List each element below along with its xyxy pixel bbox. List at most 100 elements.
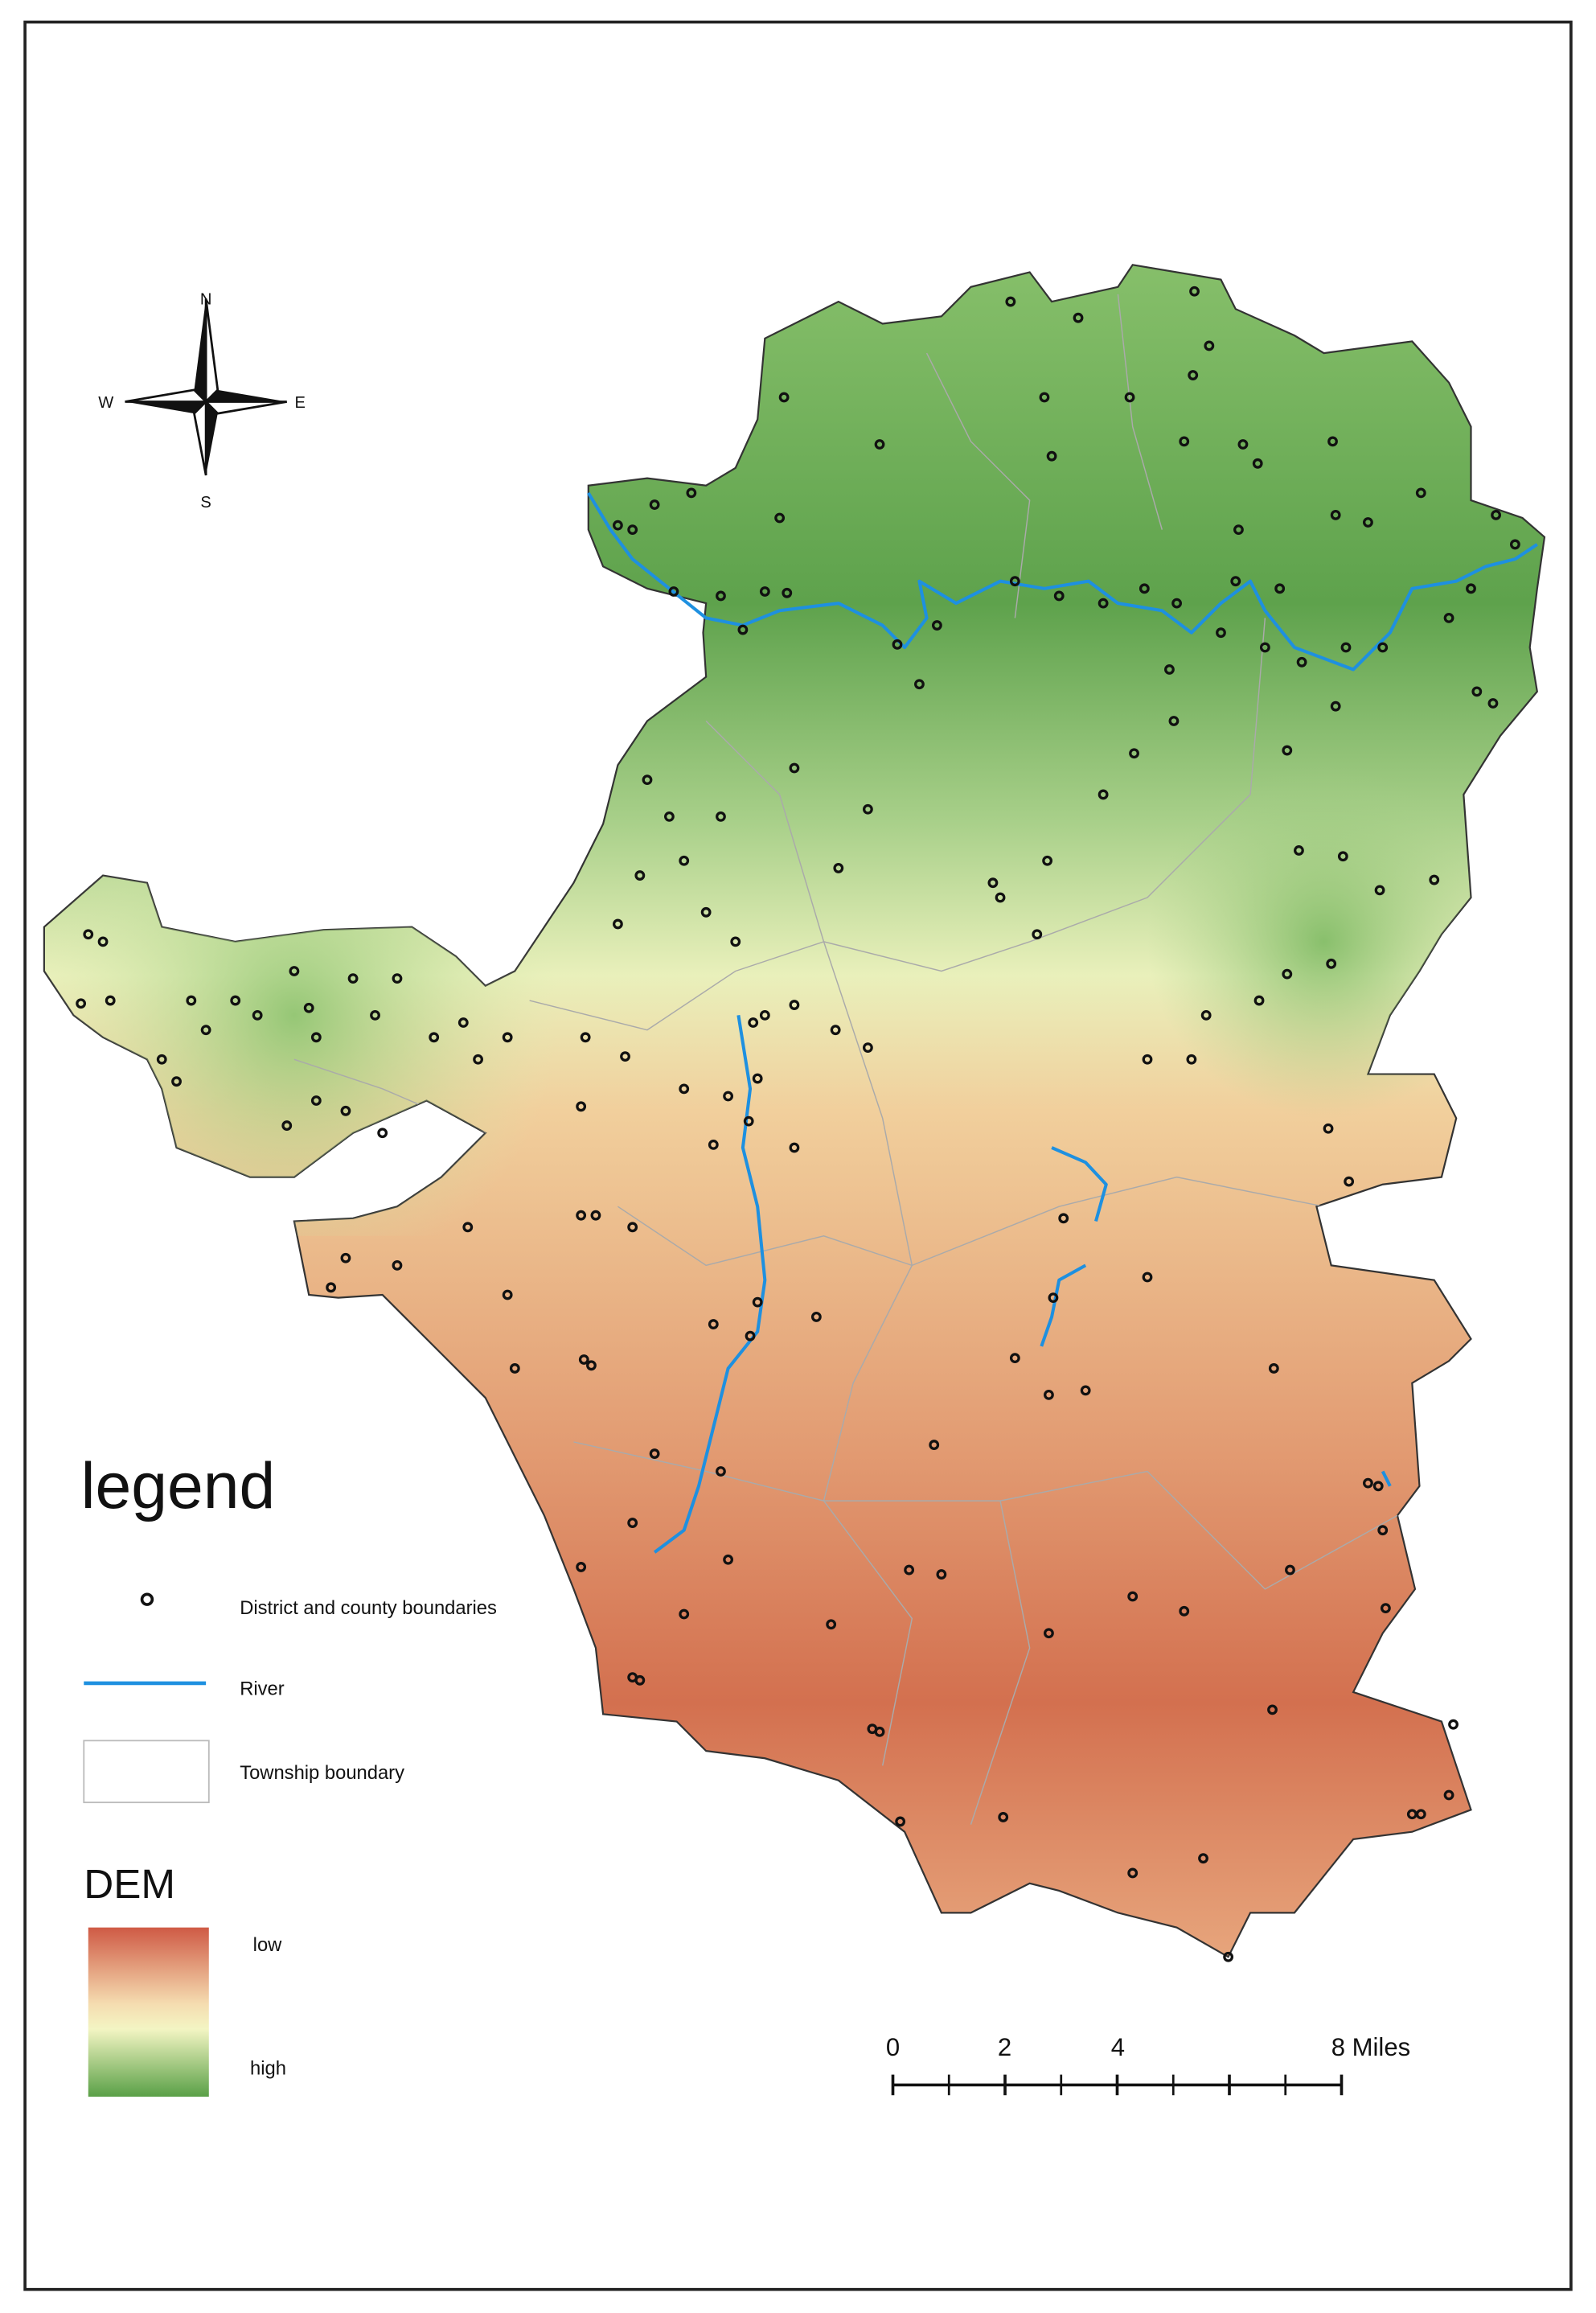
boundary-point xyxy=(1216,627,1226,639)
boundary-point xyxy=(737,624,749,635)
boundary-point xyxy=(289,966,300,976)
boundary-point xyxy=(1487,698,1499,709)
boundary-point xyxy=(76,998,87,1009)
boundary-point xyxy=(895,1816,906,1827)
township-boundary xyxy=(705,720,1251,972)
boundary-point xyxy=(590,1210,601,1221)
boundary-point xyxy=(929,1440,940,1450)
compass-needle xyxy=(125,401,207,414)
boundary-point xyxy=(904,1564,915,1576)
boundary-point xyxy=(1200,1009,1212,1021)
legend-township-symbol xyxy=(83,1740,210,1804)
compass-needle xyxy=(193,399,207,476)
boundary-point xyxy=(634,1674,646,1686)
boundary-point xyxy=(1168,716,1180,726)
boundary-point xyxy=(1142,1272,1153,1283)
boundary-point xyxy=(1253,995,1265,1006)
boundary-point xyxy=(1448,1719,1459,1730)
boundary-point xyxy=(1233,524,1244,536)
compass-needle xyxy=(204,298,220,405)
legend-label: River xyxy=(240,1678,285,1700)
boundary-point xyxy=(1443,1789,1454,1801)
boundary-point xyxy=(230,995,241,1006)
boundary-point xyxy=(789,1000,800,1010)
boundary-point xyxy=(1274,583,1286,594)
boundary-point xyxy=(1142,1054,1153,1065)
boundary-point xyxy=(303,1002,314,1013)
boundary-point xyxy=(612,918,623,930)
boundary-point xyxy=(578,1354,589,1365)
boundary-point xyxy=(83,929,94,940)
boundary-point xyxy=(1164,664,1175,675)
boundary-point xyxy=(502,1289,513,1300)
scale-bar: 0 2 4 8 Miles xyxy=(886,2033,1410,2096)
boundary-point xyxy=(664,811,675,822)
boundary-point xyxy=(105,995,116,1006)
boundary-point xyxy=(1377,1525,1389,1536)
boundary-point xyxy=(392,1259,403,1271)
dem-high-label: high xyxy=(250,2058,286,2080)
boundary-point xyxy=(862,1042,873,1054)
boundary-points xyxy=(76,286,1520,1962)
legend: legend District and county boundaries Ri… xyxy=(81,1450,497,2097)
boundary-point xyxy=(826,1619,837,1630)
boundary-point xyxy=(642,774,653,786)
boundary-point xyxy=(473,1054,483,1065)
boundary-point xyxy=(686,487,697,499)
boundary-point xyxy=(1330,509,1341,520)
boundary-point xyxy=(874,1726,885,1737)
boundary-point xyxy=(627,1518,638,1528)
boundary-point xyxy=(340,1105,351,1116)
boundary-point xyxy=(1179,1605,1190,1617)
boundary-point xyxy=(1374,885,1385,896)
boundary-point xyxy=(326,1282,337,1293)
boundary-point xyxy=(634,870,646,881)
boundary-point xyxy=(1189,286,1200,297)
boundary-point xyxy=(708,1139,719,1150)
boundary-point xyxy=(745,1330,756,1341)
dem-lowland-east xyxy=(1147,765,1530,1119)
legend-label: District and county boundaries xyxy=(240,1597,497,1619)
boundary-point xyxy=(723,1091,734,1102)
boundary-point xyxy=(679,1083,690,1095)
dem-low-label: low xyxy=(253,1934,282,1956)
boundary-point xyxy=(668,586,679,597)
boundary-point xyxy=(716,590,726,602)
compass-needle xyxy=(206,389,287,402)
township-boundary xyxy=(1117,294,1163,530)
legend-point-symbol xyxy=(140,1592,154,1606)
boundary-point xyxy=(576,1210,587,1221)
scale-label: 4 xyxy=(1111,2033,1125,2061)
boundary-point xyxy=(1048,1292,1059,1304)
boundary-point xyxy=(730,936,741,947)
boundary-point xyxy=(1326,958,1337,969)
boundary-point xyxy=(1098,598,1109,609)
boundary-point xyxy=(679,1608,690,1620)
boundary-point xyxy=(679,855,690,866)
boundary-point xyxy=(186,995,197,1006)
boundary-point xyxy=(1327,436,1338,447)
boundary-point xyxy=(1471,686,1483,697)
boundary-point xyxy=(1415,487,1426,499)
boundary-point xyxy=(1009,576,1020,587)
boundary-point xyxy=(347,973,359,984)
dem-color-ramp xyxy=(88,1927,209,2097)
dem-lowland-west xyxy=(43,824,589,1236)
boundary-point xyxy=(200,1025,211,1036)
boundary-point xyxy=(1509,539,1520,550)
township-boundary xyxy=(925,352,1031,618)
boundary-point xyxy=(1204,340,1215,351)
boundary-point xyxy=(1259,642,1270,653)
boundary-point xyxy=(936,1569,947,1580)
scale-label: 0 xyxy=(886,2033,900,2061)
scale-label: 2 xyxy=(998,2033,1011,2061)
boundary-point xyxy=(1282,968,1293,980)
boundary-point xyxy=(1098,789,1109,800)
boundary-point xyxy=(1340,642,1352,653)
boundary-point xyxy=(612,520,623,531)
boundary-point xyxy=(1044,1628,1054,1639)
boundary-point xyxy=(1124,392,1135,403)
boundary-point xyxy=(1330,700,1341,712)
boundary-point xyxy=(1042,855,1053,866)
